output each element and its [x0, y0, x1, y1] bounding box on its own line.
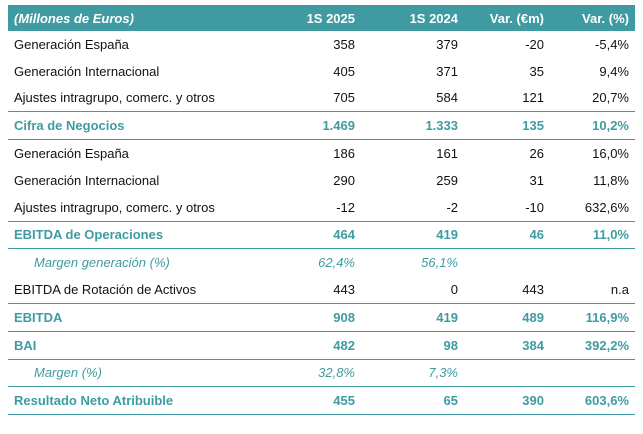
cell-var-eur: -20 [525, 36, 544, 52]
cell-1s-2025: 186 [333, 146, 355, 162]
cell-1s-2024: 1.333 [361, 111, 464, 141]
header-col-var-pct: Var. (%) [550, 5, 635, 31]
table-row: EBITDA de Rotación de Activos 443 0 443 … [8, 276, 635, 303]
header-col-1s-2024: 1S 2024 [361, 5, 464, 31]
table-row: Generación España 358 379 -20 -5,4% [8, 31, 635, 58]
cell-1s-2024: 259 [436, 172, 458, 188]
total-row: Resultado Neto Atribuible 455 65 390 603… [8, 386, 635, 416]
row-label: EBITDA de Operaciones [8, 220, 266, 250]
header-row: (Millones de Euros) 1S 2025 1S 2024 Var.… [8, 5, 635, 31]
cell-1s-2025: 32,8% [318, 365, 355, 381]
cell-var-pct: 10,2% [550, 111, 635, 141]
cell-1s-2024: 0 [450, 282, 458, 298]
row-label: BAI [8, 330, 266, 360]
table-row: Ajustes intragrupo, comerc. y otros -12 … [8, 194, 635, 221]
cell-1s-2025: 482 [266, 330, 361, 360]
row-label: Generación Internacional [14, 63, 160, 79]
cell-1s-2025: -12 [336, 199, 355, 215]
cell-var-pct: 11,8% [593, 172, 629, 188]
cell-var-pct: 116,9% [550, 302, 635, 332]
cell-var-pct: -5,4% [595, 36, 629, 52]
subtotal-row: EBITDA de Operaciones 464 419 46 11,0% [8, 220, 635, 250]
cell-1s-2024: 65 [361, 386, 464, 416]
row-label: Ajustes intragrupo, comerc. y otros [14, 90, 215, 106]
margin-row: Margen generación (%) 62,4% 56,1% [8, 249, 635, 276]
cell-1s-2024: 371 [436, 63, 458, 79]
cell-var-eur: 26 [529, 146, 544, 162]
cell-var-eur: -10 [525, 199, 544, 215]
cell-1s-2025: 1.469 [266, 111, 361, 141]
row-label: Margen (%) [34, 365, 102, 381]
cell-1s-2024: 419 [361, 220, 464, 250]
cell-1s-2025: 455 [266, 386, 361, 416]
row-label: Margen generación (%) [34, 255, 170, 271]
table-row: Generación Internacional 290 259 31 11,8… [8, 167, 635, 194]
cell-var-pct: 603,6% [550, 386, 635, 416]
cell-var-eur: 121 [522, 90, 544, 106]
cell-1s-2024: 56,1% [421, 255, 458, 271]
cell-1s-2025: 443 [333, 282, 355, 298]
cell-var-eur: 35 [529, 63, 544, 79]
cell-var-pct: 632,6% [584, 199, 629, 215]
cell-1s-2024: 7,3% [428, 365, 458, 381]
cell-1s-2024: -2 [446, 199, 458, 215]
header-col-var-eur: Var. (€m) [464, 5, 550, 31]
cell-var-eur: 443 [522, 282, 544, 298]
cell-1s-2025: 405 [333, 63, 355, 79]
cell-1s-2024: 98 [361, 330, 464, 360]
table-row: Generación Internacional 405 371 35 9,4% [8, 58, 635, 85]
table-row: Generación España 186 161 26 16,0% [8, 140, 635, 167]
header-units: (Millones de Euros) [8, 5, 266, 31]
cell-var-eur: 135 [464, 111, 550, 141]
subtotal-row: Cifra de Negocios 1.469 1.333 135 10,2% [8, 111, 635, 141]
cell-var-eur: 31 [529, 172, 544, 188]
cell-var-pct [550, 249, 635, 276]
cell-var-pct: 11,0% [550, 220, 635, 250]
cell-1s-2024: 161 [436, 146, 458, 162]
cell-1s-2025: 464 [266, 220, 361, 250]
cell-1s-2025: 908 [266, 302, 361, 332]
cell-var-pct: 20,7% [592, 90, 629, 106]
cell-var-eur [464, 359, 550, 387]
row-label: EBITDA de Rotación de Activos [14, 282, 197, 298]
subtotal-row: EBITDA 908 419 489 116,9% [8, 302, 635, 332]
financial-table-container: (Millones de Euros) 1S 2025 1S 2024 Var.… [8, 5, 635, 416]
margin-row: Margen (%) 32,8% 7,3% [8, 359, 635, 387]
row-label: EBITDA [8, 302, 266, 332]
row-label: Resultado Neto Atribuible [8, 386, 266, 416]
cell-var-pct [550, 359, 635, 387]
cell-var-pct: 9,4% [599, 63, 629, 79]
row-label: Generación España [14, 36, 129, 52]
cell-var-pct: 392,2% [550, 330, 635, 360]
subtotal-row: BAI 482 98 384 392,2% [8, 330, 635, 360]
cell-var-eur [464, 249, 550, 276]
row-label: Ajustes intragrupo, comerc. y otros [14, 199, 215, 215]
cell-1s-2024: 379 [436, 36, 458, 52]
header-col-1s-2025: 1S 2025 [266, 5, 361, 31]
cell-1s-2025: 358 [333, 36, 355, 52]
table-header: (Millones de Euros) 1S 2025 1S 2024 Var.… [8, 5, 635, 31]
row-label: Generación España [14, 146, 129, 162]
cell-1s-2025: 290 [333, 172, 355, 188]
cell-var-pct: 16,0% [592, 146, 629, 162]
row-label: Generación Internacional [14, 172, 160, 188]
cell-var-eur: 390 [464, 386, 550, 416]
cell-1s-2025: 62,4% [318, 255, 355, 271]
table-row: Ajustes intragrupo, comerc. y otros 705 … [8, 85, 635, 112]
cell-var-pct: n.a [610, 282, 629, 298]
row-label: Cifra de Negocios [8, 111, 266, 141]
cell-1s-2024: 584 [436, 90, 458, 106]
cell-1s-2025: 705 [333, 90, 355, 106]
cell-var-eur: 489 [464, 302, 550, 332]
cell-var-eur: 46 [464, 220, 550, 250]
cell-1s-2024: 419 [361, 302, 464, 332]
cell-var-eur: 384 [464, 330, 550, 360]
financial-results-table: (Millones de Euros) 1S 2025 1S 2024 Var.… [8, 5, 635, 416]
table-body: Generación España 358 379 -20 -5,4% Gene… [8, 31, 635, 416]
